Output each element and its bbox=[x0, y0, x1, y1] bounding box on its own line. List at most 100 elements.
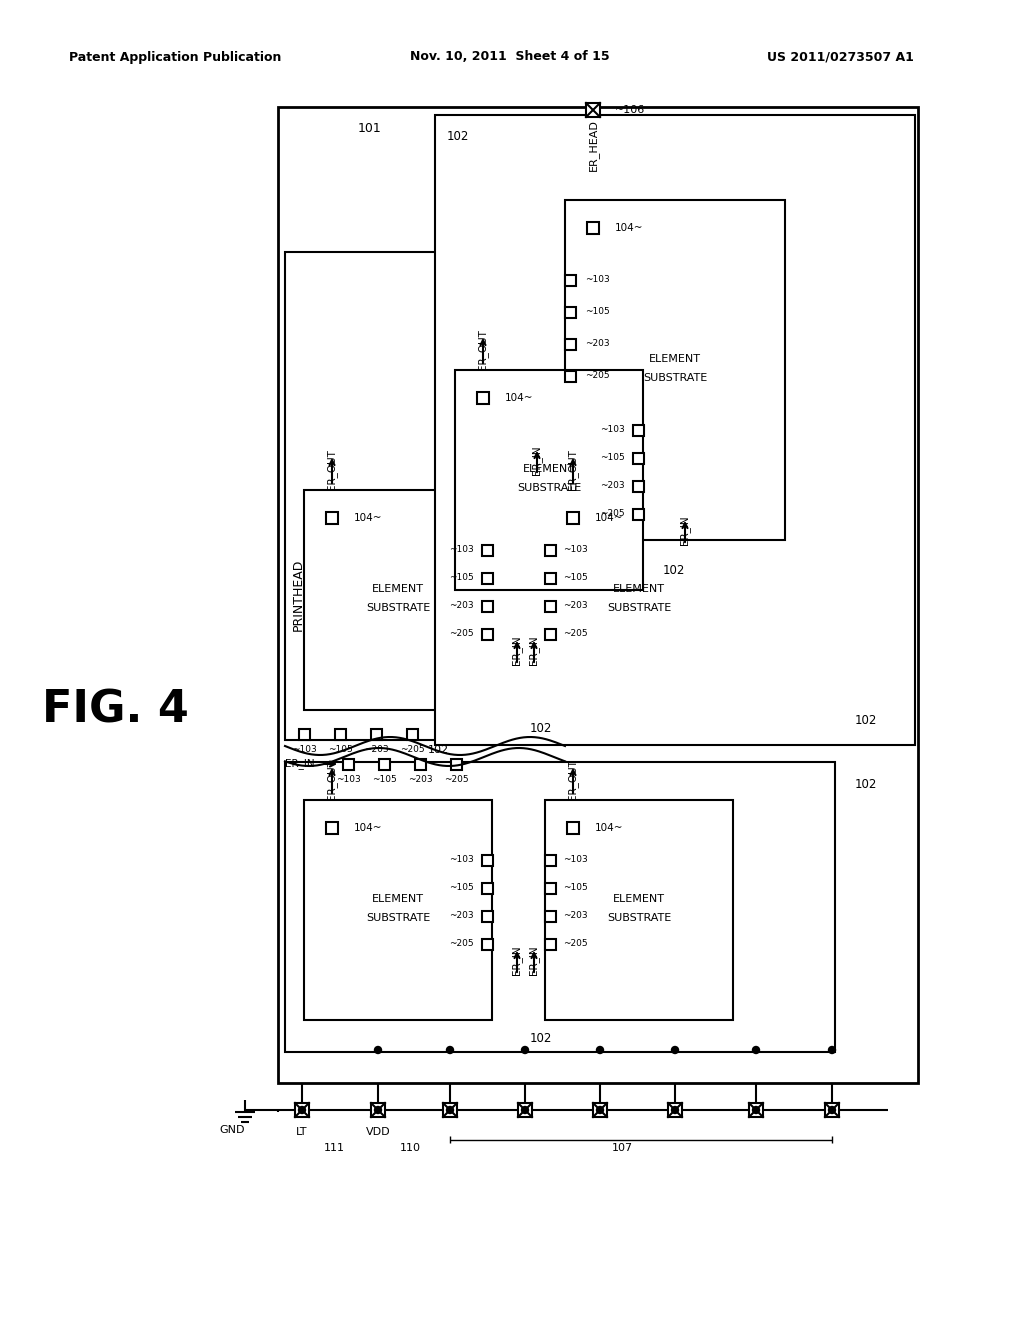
Circle shape bbox=[672, 1047, 679, 1053]
Text: ~105: ~105 bbox=[600, 454, 625, 462]
Text: ER_OUT: ER_OUT bbox=[327, 759, 338, 800]
Text: ~203: ~203 bbox=[450, 912, 474, 920]
Text: FIG. 4: FIG. 4 bbox=[42, 689, 188, 731]
Circle shape bbox=[375, 1106, 382, 1114]
Bar bbox=[593, 1104, 607, 1117]
Text: ~105: ~105 bbox=[450, 573, 474, 582]
Text: SUBSTRATE: SUBSTRATE bbox=[643, 374, 708, 383]
Text: Patent Application Publication: Patent Application Publication bbox=[69, 50, 282, 63]
Bar bbox=[326, 512, 338, 524]
Text: ER_IN: ER_IN bbox=[680, 515, 690, 545]
Bar bbox=[379, 759, 389, 770]
Text: ~103: ~103 bbox=[563, 545, 588, 554]
Bar bbox=[481, 911, 493, 921]
Text: 104~: 104~ bbox=[615, 223, 643, 234]
Text: 102: 102 bbox=[447, 131, 469, 144]
Text: 104~: 104~ bbox=[354, 513, 383, 523]
Text: ER_OUT: ER_OUT bbox=[567, 759, 579, 800]
Bar bbox=[477, 392, 489, 404]
Bar bbox=[335, 729, 345, 739]
Text: ~105: ~105 bbox=[328, 746, 352, 755]
Text: ~205: ~205 bbox=[443, 775, 468, 784]
Bar bbox=[545, 883, 555, 894]
Bar bbox=[545, 854, 555, 866]
Text: 107: 107 bbox=[611, 1143, 633, 1152]
Text: ~203: ~203 bbox=[450, 602, 474, 610]
Bar bbox=[285, 762, 835, 1052]
Bar bbox=[371, 1104, 385, 1117]
Text: SUBSTRATE: SUBSTRATE bbox=[607, 603, 671, 612]
Bar bbox=[587, 222, 599, 234]
Text: PRINTHEAD: PRINTHEAD bbox=[292, 558, 304, 631]
Text: ~203: ~203 bbox=[585, 339, 609, 348]
Text: ~205: ~205 bbox=[563, 630, 588, 639]
Text: ~103: ~103 bbox=[292, 746, 316, 755]
Text: 102: 102 bbox=[530, 722, 552, 734]
Text: SUBSTRATE: SUBSTRATE bbox=[607, 913, 671, 923]
Text: ER_OUT: ER_OUT bbox=[567, 450, 579, 491]
Bar bbox=[633, 453, 643, 463]
Bar bbox=[564, 306, 575, 318]
Bar bbox=[545, 939, 555, 949]
Text: ER_IN: ER_IN bbox=[286, 759, 315, 770]
Bar bbox=[564, 275, 575, 285]
Bar bbox=[633, 480, 643, 491]
Text: ELEMENT: ELEMENT bbox=[523, 465, 575, 474]
Bar bbox=[564, 371, 575, 381]
Bar bbox=[825, 1104, 839, 1117]
Circle shape bbox=[521, 1106, 528, 1114]
Text: 104~: 104~ bbox=[505, 393, 534, 403]
Text: SUBSTRATE: SUBSTRATE bbox=[517, 483, 582, 492]
Circle shape bbox=[299, 1106, 305, 1114]
Text: ELEMENT: ELEMENT bbox=[649, 354, 701, 364]
Text: ER_OUT: ER_OUT bbox=[477, 330, 488, 371]
Text: 104~: 104~ bbox=[595, 822, 624, 833]
Text: VDD: VDD bbox=[366, 1127, 390, 1137]
Bar bbox=[545, 490, 733, 710]
Bar bbox=[633, 425, 643, 436]
Text: ~103: ~103 bbox=[600, 425, 625, 434]
Text: ~103: ~103 bbox=[336, 775, 360, 784]
Circle shape bbox=[375, 1047, 382, 1053]
Bar bbox=[455, 370, 643, 590]
Text: ER_OUT: ER_OUT bbox=[327, 450, 338, 491]
Bar bbox=[545, 911, 555, 921]
Bar bbox=[481, 544, 493, 556]
Text: Nov. 10, 2011  Sheet 4 of 15: Nov. 10, 2011 Sheet 4 of 15 bbox=[411, 50, 610, 63]
Bar bbox=[668, 1104, 682, 1117]
Text: ~205: ~205 bbox=[450, 940, 474, 949]
Text: ~205: ~205 bbox=[563, 940, 588, 949]
Bar bbox=[545, 544, 555, 556]
Text: ~205: ~205 bbox=[600, 510, 625, 519]
Bar bbox=[326, 822, 338, 834]
Text: ~105: ~105 bbox=[563, 573, 588, 582]
Text: ~205: ~205 bbox=[399, 746, 424, 755]
Text: ER_IN: ER_IN bbox=[528, 945, 540, 974]
Text: ER_HEAD: ER_HEAD bbox=[588, 119, 598, 170]
Text: 102: 102 bbox=[855, 714, 878, 726]
Bar bbox=[518, 1104, 532, 1117]
Bar bbox=[749, 1104, 763, 1117]
Text: ~103: ~103 bbox=[563, 855, 588, 865]
Circle shape bbox=[672, 1106, 679, 1114]
Bar bbox=[481, 601, 493, 611]
Text: ER_IN: ER_IN bbox=[531, 445, 543, 475]
Text: GND: GND bbox=[219, 1125, 245, 1135]
Text: 102: 102 bbox=[663, 564, 685, 577]
Text: ER_IN: ER_IN bbox=[512, 945, 522, 974]
Bar bbox=[567, 822, 579, 834]
Text: ~203: ~203 bbox=[563, 602, 588, 610]
Text: 110: 110 bbox=[400, 1143, 421, 1152]
Text: ~105: ~105 bbox=[585, 308, 609, 317]
Bar bbox=[545, 601, 555, 611]
Text: ER_IN: ER_IN bbox=[528, 635, 540, 665]
Bar bbox=[443, 1104, 457, 1117]
Text: ~203: ~203 bbox=[600, 482, 625, 491]
Text: 111: 111 bbox=[324, 1143, 345, 1152]
Text: ~105: ~105 bbox=[563, 883, 588, 892]
Bar bbox=[371, 729, 382, 739]
Bar bbox=[342, 759, 353, 770]
Text: 104~: 104~ bbox=[595, 513, 624, 523]
Bar bbox=[295, 1104, 309, 1117]
Text: 101: 101 bbox=[358, 123, 382, 136]
